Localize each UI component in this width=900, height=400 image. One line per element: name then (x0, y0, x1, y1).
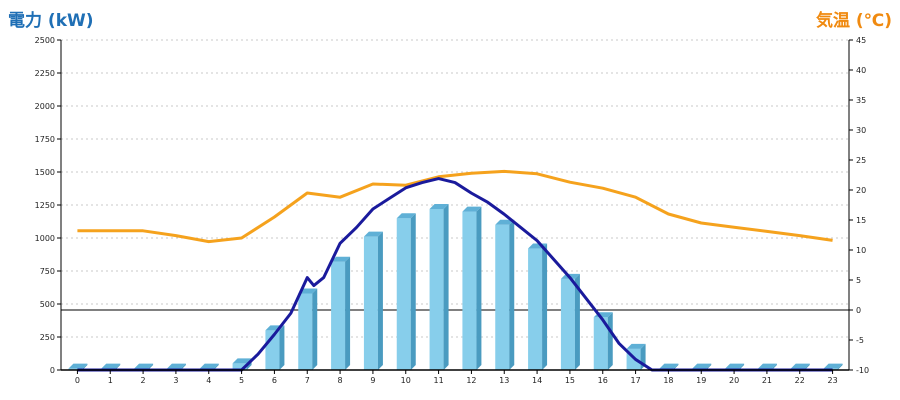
right-tick-label: -5 (856, 336, 864, 345)
left-tick-label: 2250 (35, 69, 55, 78)
power-bar (429, 203, 449, 370)
left-tick-label: 2000 (35, 102, 55, 111)
x-tick-label: 4 (206, 376, 211, 385)
left-tick-label: 250 (40, 333, 55, 342)
x-tick-label: 14 (532, 376, 542, 385)
left-tick-label: 1500 (35, 168, 55, 177)
right-tick-label: 10 (856, 246, 866, 255)
x-tick-label: 16 (598, 376, 608, 385)
power-bar (462, 206, 482, 370)
left-tick-label: 500 (40, 300, 55, 309)
x-tick-label: 12 (466, 376, 476, 385)
x-tick-label: 1 (108, 376, 113, 385)
x-tick-label: 21 (762, 376, 772, 385)
left-tick-label: 1000 (35, 234, 55, 243)
right-tick-label: 0 (856, 306, 861, 315)
power-bar (495, 219, 515, 370)
axes-layer: 02505007501000125015001750200022502500-1… (35, 36, 869, 385)
x-tick-label: 8 (338, 376, 343, 385)
lines-layer (77, 169, 833, 372)
left-tick-label: 0 (50, 366, 55, 375)
right-tick-label: 40 (856, 66, 866, 75)
grid-layer (61, 39, 849, 338)
right-axis-title: 気温 (℃) (815, 11, 892, 31)
x-tick-label: 17 (630, 376, 640, 385)
power-bar (363, 231, 383, 370)
left-tick-label: 750 (40, 267, 55, 276)
bars-layer (68, 203, 843, 370)
temperature-line (77, 169, 833, 244)
x-tick-label: 23 (827, 376, 837, 385)
x-tick-label: 3 (173, 376, 178, 385)
x-tick-label: 11 (433, 376, 443, 385)
x-tick-label: 13 (499, 376, 509, 385)
x-tick-label: 7 (305, 376, 310, 385)
x-tick-label: 9 (370, 376, 375, 385)
right-tick-label: 20 (856, 186, 866, 195)
left-tick-label: 2500 (35, 36, 55, 45)
right-tick-label: 25 (856, 156, 866, 165)
x-tick-label: 22 (795, 376, 805, 385)
power-bar (396, 213, 416, 370)
x-tick-label: 10 (401, 376, 411, 385)
power-bar (560, 273, 580, 370)
left-axis-title: 電力 (kW) (8, 11, 94, 31)
right-tick-label: 35 (856, 96, 866, 105)
left-tick-label: 1250 (35, 201, 55, 210)
right-tick-label: 15 (856, 216, 866, 225)
right-tick-label: 30 (856, 126, 866, 135)
power-bar (298, 288, 318, 370)
x-tick-label: 18 (663, 376, 673, 385)
right-tick-label: 45 (856, 36, 866, 45)
x-tick-label: 6 (272, 376, 277, 385)
right-tick-label: -10 (856, 366, 869, 375)
x-tick-label: 15 (565, 376, 575, 385)
x-tick-label: 19 (696, 376, 706, 385)
x-tick-label: 20 (729, 376, 739, 385)
power-bar (626, 343, 646, 370)
right-tick-label: 5 (856, 276, 861, 285)
power-bar (331, 256, 351, 370)
x-tick-label: 2 (141, 376, 146, 385)
x-tick-label: 5 (239, 376, 244, 385)
power-line (77, 177, 833, 372)
x-tick-label: 0 (75, 376, 80, 385)
power-bar (528, 243, 548, 370)
left-tick-label: 1750 (35, 135, 55, 144)
